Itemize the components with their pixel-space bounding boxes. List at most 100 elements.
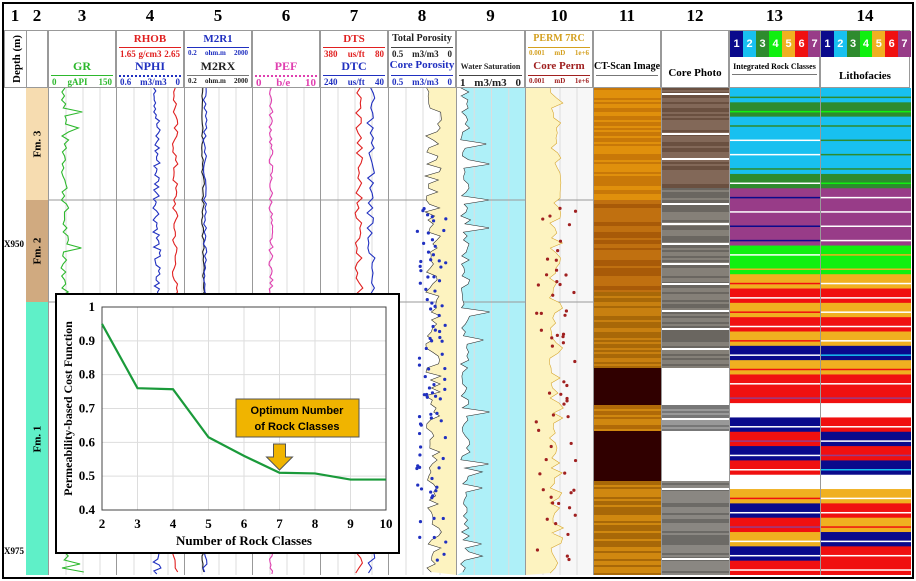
- core-photo-slice: [662, 126, 730, 128]
- core-photo-slice: [662, 515, 730, 517]
- ct-image-slice: [594, 415, 662, 417]
- core-perm-point: [535, 548, 540, 552]
- irc-band: [730, 460, 821, 476]
- core-photo-slice: [662, 318, 730, 320]
- core-photo-slice: [662, 138, 730, 140]
- sw-title: Water Saturation: [460, 62, 521, 71]
- litho-band: [821, 245, 911, 261]
- ct-image-slice: [594, 124, 662, 126]
- ct-image-slice: [594, 210, 662, 212]
- nphi-scale-max: 0: [175, 77, 181, 87]
- core-photo-slice: [662, 192, 730, 194]
- core-porosity-point: [425, 213, 430, 217]
- core-perm-point: [563, 313, 567, 317]
- ct-image-slice: [594, 565, 662, 567]
- core-photo-slice: [662, 354, 730, 356]
- ct-image-slice: [594, 491, 662, 493]
- ct-image-slice: [594, 318, 662, 320]
- core-porosity-point: [429, 490, 433, 494]
- core-porosity-point: [435, 558, 439, 562]
- core-perm-title: Core Perm: [533, 60, 585, 72]
- core-porosity-point: [423, 374, 427, 379]
- ct-image-slice: [594, 126, 662, 128]
- ct-image-slice: [594, 120, 662, 122]
- x-tick-label: 4: [170, 516, 177, 531]
- cpor-scale-unit: m3/m3: [412, 77, 439, 87]
- ct-image-slice: [594, 92, 662, 94]
- core-porosity-point: [424, 346, 428, 351]
- ct-image-slice: [594, 198, 662, 200]
- core-photo-slice: [662, 300, 730, 302]
- core-photo-slice: [662, 188, 730, 190]
- core-photo-slice: [662, 166, 730, 168]
- ct-image-slice: [594, 174, 662, 176]
- ct-image-slice: [594, 563, 662, 565]
- ct-image-slice: [594, 122, 662, 124]
- x-axis-title: Number of Rock Classes: [176, 533, 312, 548]
- ct-image-slice: [594, 294, 662, 296]
- ct-image-slice: [594, 545, 662, 547]
- core-photo-slice: [662, 276, 730, 278]
- pef-scale-max: 10: [305, 77, 316, 89]
- ct-image-slice: [594, 132, 662, 134]
- core-photo-slice: [662, 571, 730, 573]
- irc-band: [730, 130, 821, 146]
- ct-image-slice: [594, 158, 662, 160]
- cost-function-chart: 2 3 4 5 6 7 8 9 10 0.4 0.5 0.6 0.7 0.8 0.9 1 Number of R…: [55, 293, 400, 554]
- core-porosity-point: [433, 394, 438, 398]
- pef-scale-min: 0: [256, 77, 262, 89]
- core-photo-slice: [662, 274, 730, 276]
- core-porosity-point: [431, 324, 435, 329]
- core-photo-slice: [662, 427, 730, 429]
- tpor-line: [391, 47, 453, 48]
- ct-image-slice: [594, 230, 662, 232]
- irc-band: [730, 503, 821, 519]
- litho-band: [821, 188, 911, 204]
- irc-class-5: 5: [782, 31, 795, 57]
- ct-image-slice: [594, 338, 662, 340]
- ct-image-slice: [594, 497, 662, 499]
- litho-band: [821, 532, 911, 547]
- ct-image-slice: [594, 104, 662, 106]
- core-porosity-point: [418, 264, 422, 268]
- irc-band: [730, 345, 821, 361]
- core-photo-slice: [662, 362, 730, 364]
- total-porosity-title: Total Porosity: [392, 33, 452, 44]
- core-photo-slice: [662, 246, 730, 248]
- core-photo-slice: [662, 316, 730, 318]
- core-photo-slice: [662, 358, 730, 360]
- ct-image-slice: [594, 527, 662, 529]
- ct-image-slice: [594, 152, 662, 154]
- core-photo-slice: [662, 405, 730, 407]
- ct-image-slice: [594, 218, 662, 220]
- core-photo-slice: [662, 290, 730, 292]
- core-perm-point: [548, 214, 552, 218]
- core-photo-slice: [662, 236, 730, 238]
- core-photo-slice: [662, 270, 730, 272]
- ct-image-slice: [594, 262, 662, 264]
- ct-image-slice: [594, 90, 662, 92]
- sw-line: [459, 75, 522, 76]
- m2r1-scale: 0.2 ohm.m 2000: [188, 49, 248, 57]
- core-photo-slice: [662, 483, 730, 485]
- column-number-7: 7: [349, 6, 359, 25]
- litho-band: [821, 517, 911, 533]
- core-photo-slice: [662, 366, 730, 368]
- irc-band: [730, 360, 821, 375]
- core-photo-slice: [662, 108, 730, 110]
- column-number-10: 10: [550, 6, 568, 25]
- gr-scale: 0 gAPI 150: [52, 77, 112, 87]
- core-porosity-point: [417, 356, 422, 360]
- core-photo-slice: [662, 156, 730, 158]
- core-porosity-point: [419, 269, 423, 273]
- sw-track: [456, 87, 526, 575]
- pef-header: PEF 0 b/e 10: [252, 30, 320, 89]
- core-photo-slice: [662, 409, 730, 411]
- ct-image-slice: [594, 521, 662, 523]
- litho-class-2: 2: [833, 31, 847, 57]
- ct-image-slice: [594, 112, 662, 114]
- core-photo-slice: [662, 128, 730, 130]
- column-number-13: 13: [766, 6, 783, 25]
- core-photo-slice: [662, 547, 730, 549]
- dtc-line: [323, 75, 385, 76]
